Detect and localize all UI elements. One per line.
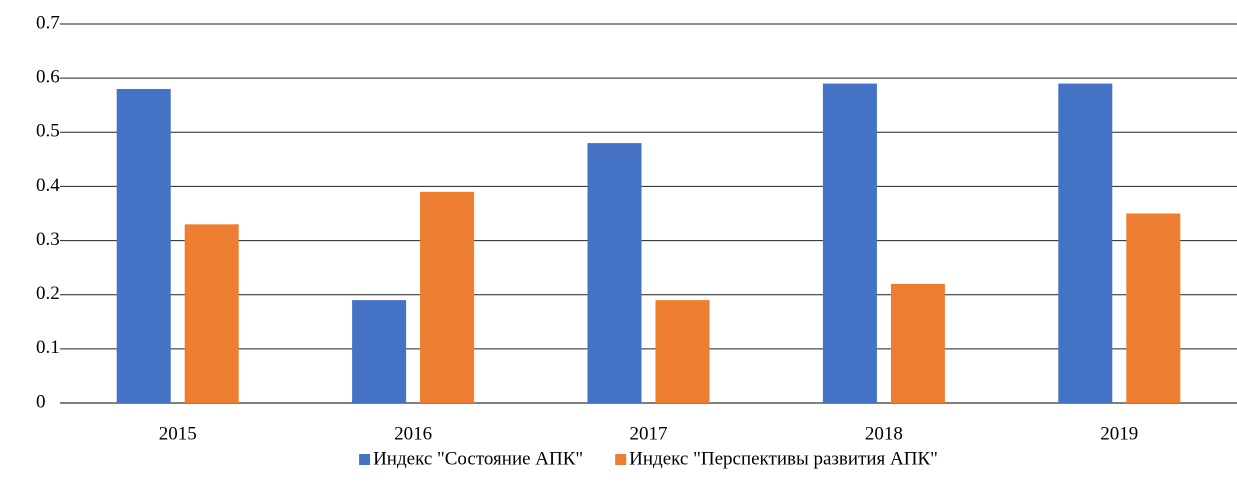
bar [352, 300, 407, 403]
x-tick-label: 2017 [630, 423, 668, 444]
bar [1058, 83, 1113, 404]
bar [116, 88, 171, 403]
y-tick-label: 0.3 [36, 229, 60, 250]
x-tick-label: 2015 [159, 423, 197, 444]
x-tick-label: 2018 [865, 423, 903, 444]
x-tick-label: 2016 [394, 423, 432, 444]
legend-label: Индекс "Состояние АПК" [373, 448, 583, 469]
y-tick-label: 0 [36, 391, 46, 412]
bar [655, 300, 710, 403]
y-tick-label: 0.7 [36, 12, 60, 33]
legend-swatch [615, 454, 627, 465]
bar [890, 283, 945, 403]
y-tick-label: 0.1 [36, 337, 60, 358]
y-tick-label: 0.6 [36, 67, 60, 88]
bar [822, 83, 877, 404]
y-tick-label: 0.4 [36, 175, 60, 196]
y-tick-label: 0.5 [36, 121, 60, 142]
bar [184, 224, 239, 403]
bar [1126, 213, 1181, 403]
y-tick-label: 0.2 [36, 283, 60, 304]
bar [587, 143, 642, 403]
legend-swatch [359, 454, 371, 465]
x-tick-label: 2019 [1100, 423, 1138, 444]
bar [420, 191, 475, 403]
legend-label: Индекс "Перспективы развития АПК" [629, 448, 938, 469]
